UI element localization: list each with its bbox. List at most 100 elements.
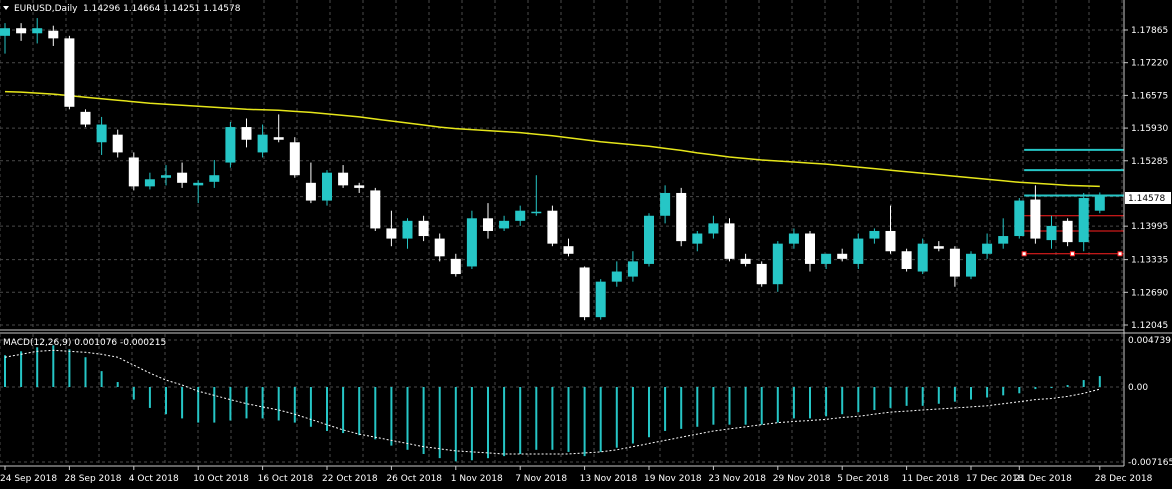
current-price-box bbox=[1125, 192, 1171, 204]
candle-body-bull bbox=[209, 175, 220, 182]
candle-body-bull bbox=[96, 124, 107, 143]
candle-body-bear bbox=[740, 258, 751, 264]
candle-body-bull bbox=[0, 28, 10, 36]
support-anchor-point bbox=[1021, 251, 1027, 257]
time-tick-label: 16 Oct 2018 bbox=[258, 474, 314, 484]
candle-body-bull bbox=[595, 281, 606, 318]
support-anchor-point bbox=[1069, 251, 1075, 257]
candle-body-bull bbox=[1078, 198, 1089, 243]
chevron-down-icon[interactable] bbox=[3, 6, 9, 10]
time-tick-label: 29 Nov 2018 bbox=[773, 474, 831, 484]
candlestick-series bbox=[0, 18, 1105, 321]
time-tick-label: 23 Nov 2018 bbox=[708, 474, 766, 484]
grid-lines bbox=[0, 0, 1124, 466]
candle-body-bull bbox=[1094, 196, 1105, 211]
candle-body-bear bbox=[563, 246, 574, 254]
candle-body-bull bbox=[531, 211, 542, 214]
time-tick-label: 11 Dec 2018 bbox=[902, 474, 960, 484]
time-tick-label: 7 Nov 2018 bbox=[515, 474, 567, 484]
candle-body-bear bbox=[289, 142, 300, 176]
price-tick-label: 1.12690 bbox=[1131, 288, 1168, 298]
candle-body-bull bbox=[660, 192, 671, 216]
price-tick-label: 1.12045 bbox=[1131, 321, 1168, 331]
candle-body-bear bbox=[756, 263, 767, 285]
candle-body-bear bbox=[354, 185, 365, 188]
candle-body-bull bbox=[257, 134, 268, 153]
candle-body-bull bbox=[515, 210, 526, 221]
time-tick-label: 1 Nov 2018 bbox=[451, 474, 503, 484]
candle-body-bull bbox=[193, 182, 204, 186]
candle-body-bear bbox=[177, 172, 188, 183]
candle-body-bear bbox=[48, 30, 59, 39]
candle-body-bull bbox=[322, 172, 332, 201]
axes bbox=[0, 0, 1172, 467]
candle-body-bull bbox=[692, 233, 703, 244]
time-tick-label: 26 Oct 2018 bbox=[386, 474, 442, 484]
candle-body-bear bbox=[450, 258, 461, 275]
price-tick-label: 1.16575 bbox=[1131, 91, 1168, 101]
candle-body-bear bbox=[241, 127, 252, 140]
candle-body-bear bbox=[418, 220, 429, 237]
candle-body-bear bbox=[1062, 220, 1073, 243]
support-anchor-point bbox=[1117, 251, 1123, 257]
current-price-label: 1.14578 bbox=[1128, 194, 1165, 204]
candle-body-bear bbox=[1030, 199, 1041, 239]
macd-histogram bbox=[4, 345, 1101, 462]
candle-body-bull bbox=[499, 220, 510, 229]
time-tick-label: 10 Oct 2018 bbox=[193, 474, 249, 484]
candle-body-bear bbox=[724, 223, 735, 259]
time-tick-label: 22 Oct 2018 bbox=[322, 474, 378, 484]
candle-body-bull bbox=[144, 179, 155, 187]
time-tick-label: 21 Dec 2018 bbox=[1014, 474, 1072, 484]
price-tick-label: 1.17220 bbox=[1131, 59, 1168, 69]
moving-average-line bbox=[4, 90, 1100, 188]
candle-body-bear bbox=[547, 210, 558, 244]
candle-body-bear bbox=[949, 248, 960, 277]
chart-header: EURUSD,Daily 1.14296 1.14664 1.14251 1.1… bbox=[3, 4, 241, 14]
candle-body-bull bbox=[1046, 225, 1057, 241]
macd-tick-label: 0.004739 bbox=[1128, 336, 1171, 346]
candle-body-bear bbox=[483, 218, 493, 231]
candle-body-bull bbox=[32, 28, 43, 34]
candle-body-bull bbox=[466, 218, 477, 267]
candle-body-bear bbox=[273, 137, 284, 140]
candle-body-bull bbox=[225, 127, 236, 163]
candle-body-bull bbox=[998, 236, 1009, 244]
candle-body-bear bbox=[434, 238, 445, 257]
price-tick-label: 1.15930 bbox=[1131, 124, 1168, 134]
candle-body-bear bbox=[80, 111, 91, 125]
candle-body-bull bbox=[966, 253, 976, 277]
candle-body-bull bbox=[917, 243, 928, 272]
candle-body-bear bbox=[16, 28, 27, 34]
candle-body-bear bbox=[386, 228, 397, 239]
candle-body-bear bbox=[64, 38, 75, 107]
candle-body-bear bbox=[370, 190, 381, 229]
candle-body-bull bbox=[161, 175, 171, 178]
candle-body-bear bbox=[128, 157, 139, 187]
symbol-label: EURUSD,Daily bbox=[14, 4, 78, 14]
candle-body-bear bbox=[837, 253, 848, 259]
time-tick-label: 19 Nov 2018 bbox=[644, 474, 702, 484]
candle-body-bull bbox=[627, 261, 638, 277]
macd-signal-line bbox=[4, 349, 1100, 455]
time-tick-label: 13 Nov 2018 bbox=[580, 474, 638, 484]
candle-body-bull bbox=[772, 243, 783, 285]
time-tick-label: 24 Sep 2018 bbox=[0, 474, 57, 484]
candle-body-bull bbox=[611, 271, 622, 282]
candle-body-bull bbox=[821, 253, 832, 264]
candle-body-bull bbox=[869, 230, 880, 239]
price-tick-label: 1.15285 bbox=[1131, 157, 1168, 167]
price-tick-label: 1.13335 bbox=[1131, 256, 1168, 266]
price-tick-label: 1.17865 bbox=[1131, 26, 1168, 36]
ohlc-values: 1.14296 1.14664 1.14251 1.14578 bbox=[83, 4, 241, 14]
candle-body-bull bbox=[853, 238, 864, 264]
level-lines bbox=[1021, 148, 1124, 257]
signal-path bbox=[4, 349, 1100, 455]
candle-body-bull bbox=[644, 215, 654, 264]
candle-body-bull bbox=[402, 220, 413, 239]
current-price-marker: 1.14578 bbox=[1125, 192, 1171, 204]
candle-body-bear bbox=[805, 233, 815, 264]
macd-tick-label: 0.00 bbox=[1128, 383, 1148, 393]
